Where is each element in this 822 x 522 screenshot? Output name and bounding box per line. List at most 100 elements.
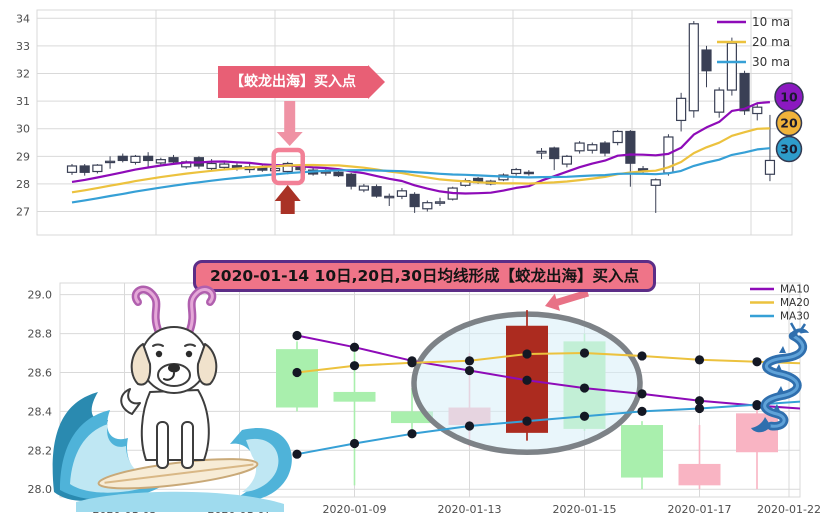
candle-body	[333, 171, 344, 177]
candle-body	[625, 130, 636, 164]
candle-body	[739, 72, 750, 112]
candle-body	[66, 165, 78, 173]
candle-body	[676, 97, 687, 122]
pattern-title-banner: 2020-01-14 10日,20日,30日均线形成【蛟龙出海】买入点	[193, 260, 657, 292]
legend-label: 10 ma	[752, 15, 790, 29]
ma20-point-marker	[349, 361, 360, 371]
candle-body	[574, 142, 585, 152]
y-axis-tick-label: 32	[16, 67, 30, 80]
buy-point-callout: 【蛟龙出海】买入点	[218, 65, 385, 99]
ma30-line	[71, 147, 771, 204]
y-axis-tick-label: 34	[16, 12, 30, 25]
buy-point-highlight-box	[271, 147, 305, 186]
ma20-point-marker	[522, 349, 532, 359]
legend-label: 30 ma	[752, 55, 790, 69]
ma-badge-label: 10	[780, 90, 798, 105]
y-axis-tick-label: 28	[16, 178, 30, 191]
x-axis-tick-label: 2020-01-17	[668, 503, 732, 516]
ma30-point-marker	[694, 403, 705, 414]
candle-body	[143, 155, 154, 162]
ma20-line	[71, 127, 770, 194]
ma20-line	[296, 352, 800, 374]
y-axis-tick-label: 31	[16, 95, 30, 108]
ma30-point-marker	[637, 406, 647, 416]
candle-body	[434, 201, 446, 204]
pattern-title-label: 2020-01-14 10日,20日,30日均线形成【蛟龙出海】买入点	[210, 267, 640, 285]
candle-body	[117, 155, 128, 162]
ma20-point-marker	[407, 358, 417, 368]
candle-body	[764, 159, 776, 175]
ma30-point-marker	[752, 399, 762, 410]
candle-body	[736, 413, 778, 453]
ma20-point-marker	[752, 357, 762, 367]
y-axis-tick-label: 29.0	[28, 289, 53, 302]
x-axis-tick-label: 2020-01-13	[438, 503, 502, 516]
ma-badge-label: 30	[780, 142, 798, 157]
x-axis-tick-label: 2020-01-07	[208, 503, 272, 516]
candle-body	[282, 162, 293, 173]
ma10-point-marker	[522, 375, 532, 385]
candle-body	[79, 165, 90, 173]
ma20-point-marker	[637, 351, 647, 361]
candle-body	[422, 202, 433, 210]
x-axis-tick-label: 2020-01-15	[553, 503, 617, 516]
ma10-point-marker	[579, 383, 590, 393]
candle-body	[206, 162, 217, 170]
y-axis-tick-label: 28.4	[28, 405, 53, 418]
candle-body	[752, 106, 763, 115]
candle-body	[650, 179, 661, 186]
candle-body	[155, 159, 166, 164]
ma10-point-marker	[637, 389, 647, 399]
y-axis-tick-label: 33	[16, 40, 30, 53]
candle-body	[168, 157, 179, 163]
candle-body	[549, 147, 560, 160]
ma-badge-label: 20	[780, 116, 798, 131]
top-chart: 34 33 32 31 30 29 28 27 10 ma 20 ma 30 ma 10 20 30	[16, 9, 804, 236]
candle-body	[612, 130, 623, 144]
candle-body	[714, 89, 725, 113]
legend-label: MA20	[780, 297, 810, 309]
x-axis-tick-label: 2020-01-03	[93, 503, 157, 516]
ma20-point-marker	[464, 356, 475, 366]
candle-body	[92, 164, 103, 173]
candle-body	[371, 186, 382, 197]
candle-body	[130, 155, 141, 163]
candle-body	[678, 463, 721, 486]
candle-body	[391, 411, 433, 424]
y-axis-tick-label: 28.0	[28, 483, 53, 496]
callout-down-arrow	[276, 101, 303, 146]
ma30-point-marker	[349, 438, 360, 449]
ma-badge-circle	[775, 135, 803, 163]
ma10-point-marker	[464, 365, 475, 376]
ma30-point-marker	[292, 449, 302, 459]
ma10-point-marker	[810, 405, 819, 414]
ma10-point-marker	[292, 330, 302, 341]
candles-group	[66, 21, 776, 213]
candle-body	[219, 163, 230, 168]
banner-pointer-arrow	[545, 289, 589, 311]
candle-body	[688, 23, 699, 112]
y-axis-tick-label: 30	[16, 123, 30, 136]
y-axis-tick-label: 29	[16, 150, 30, 163]
candle-body	[701, 49, 712, 72]
candle-body	[621, 425, 663, 478]
ma10-point-marker	[694, 396, 705, 406]
ma20-point-marker	[810, 359, 819, 368]
ma10-line	[71, 101, 770, 195]
buy-point-up-arrow	[274, 185, 301, 214]
ma30-point-marker	[579, 411, 590, 421]
x-axis-tick-label: 2020-01-22	[757, 503, 821, 516]
ma30-point-marker	[464, 421, 475, 431]
candle-body	[523, 171, 534, 175]
candle-body	[358, 185, 369, 191]
candle-body	[276, 349, 318, 408]
ma10-point-marker	[349, 342, 360, 352]
candle-body	[333, 391, 376, 402]
ma-badge-circle	[775, 109, 803, 137]
buy-point-callout-label: 【蛟龙出海】买入点	[230, 74, 356, 90]
candle-body	[587, 144, 598, 151]
y-axis-tick-label: 28.8	[28, 328, 53, 341]
ma30-point-marker	[810, 396, 819, 405]
candle-body	[384, 195, 395, 199]
